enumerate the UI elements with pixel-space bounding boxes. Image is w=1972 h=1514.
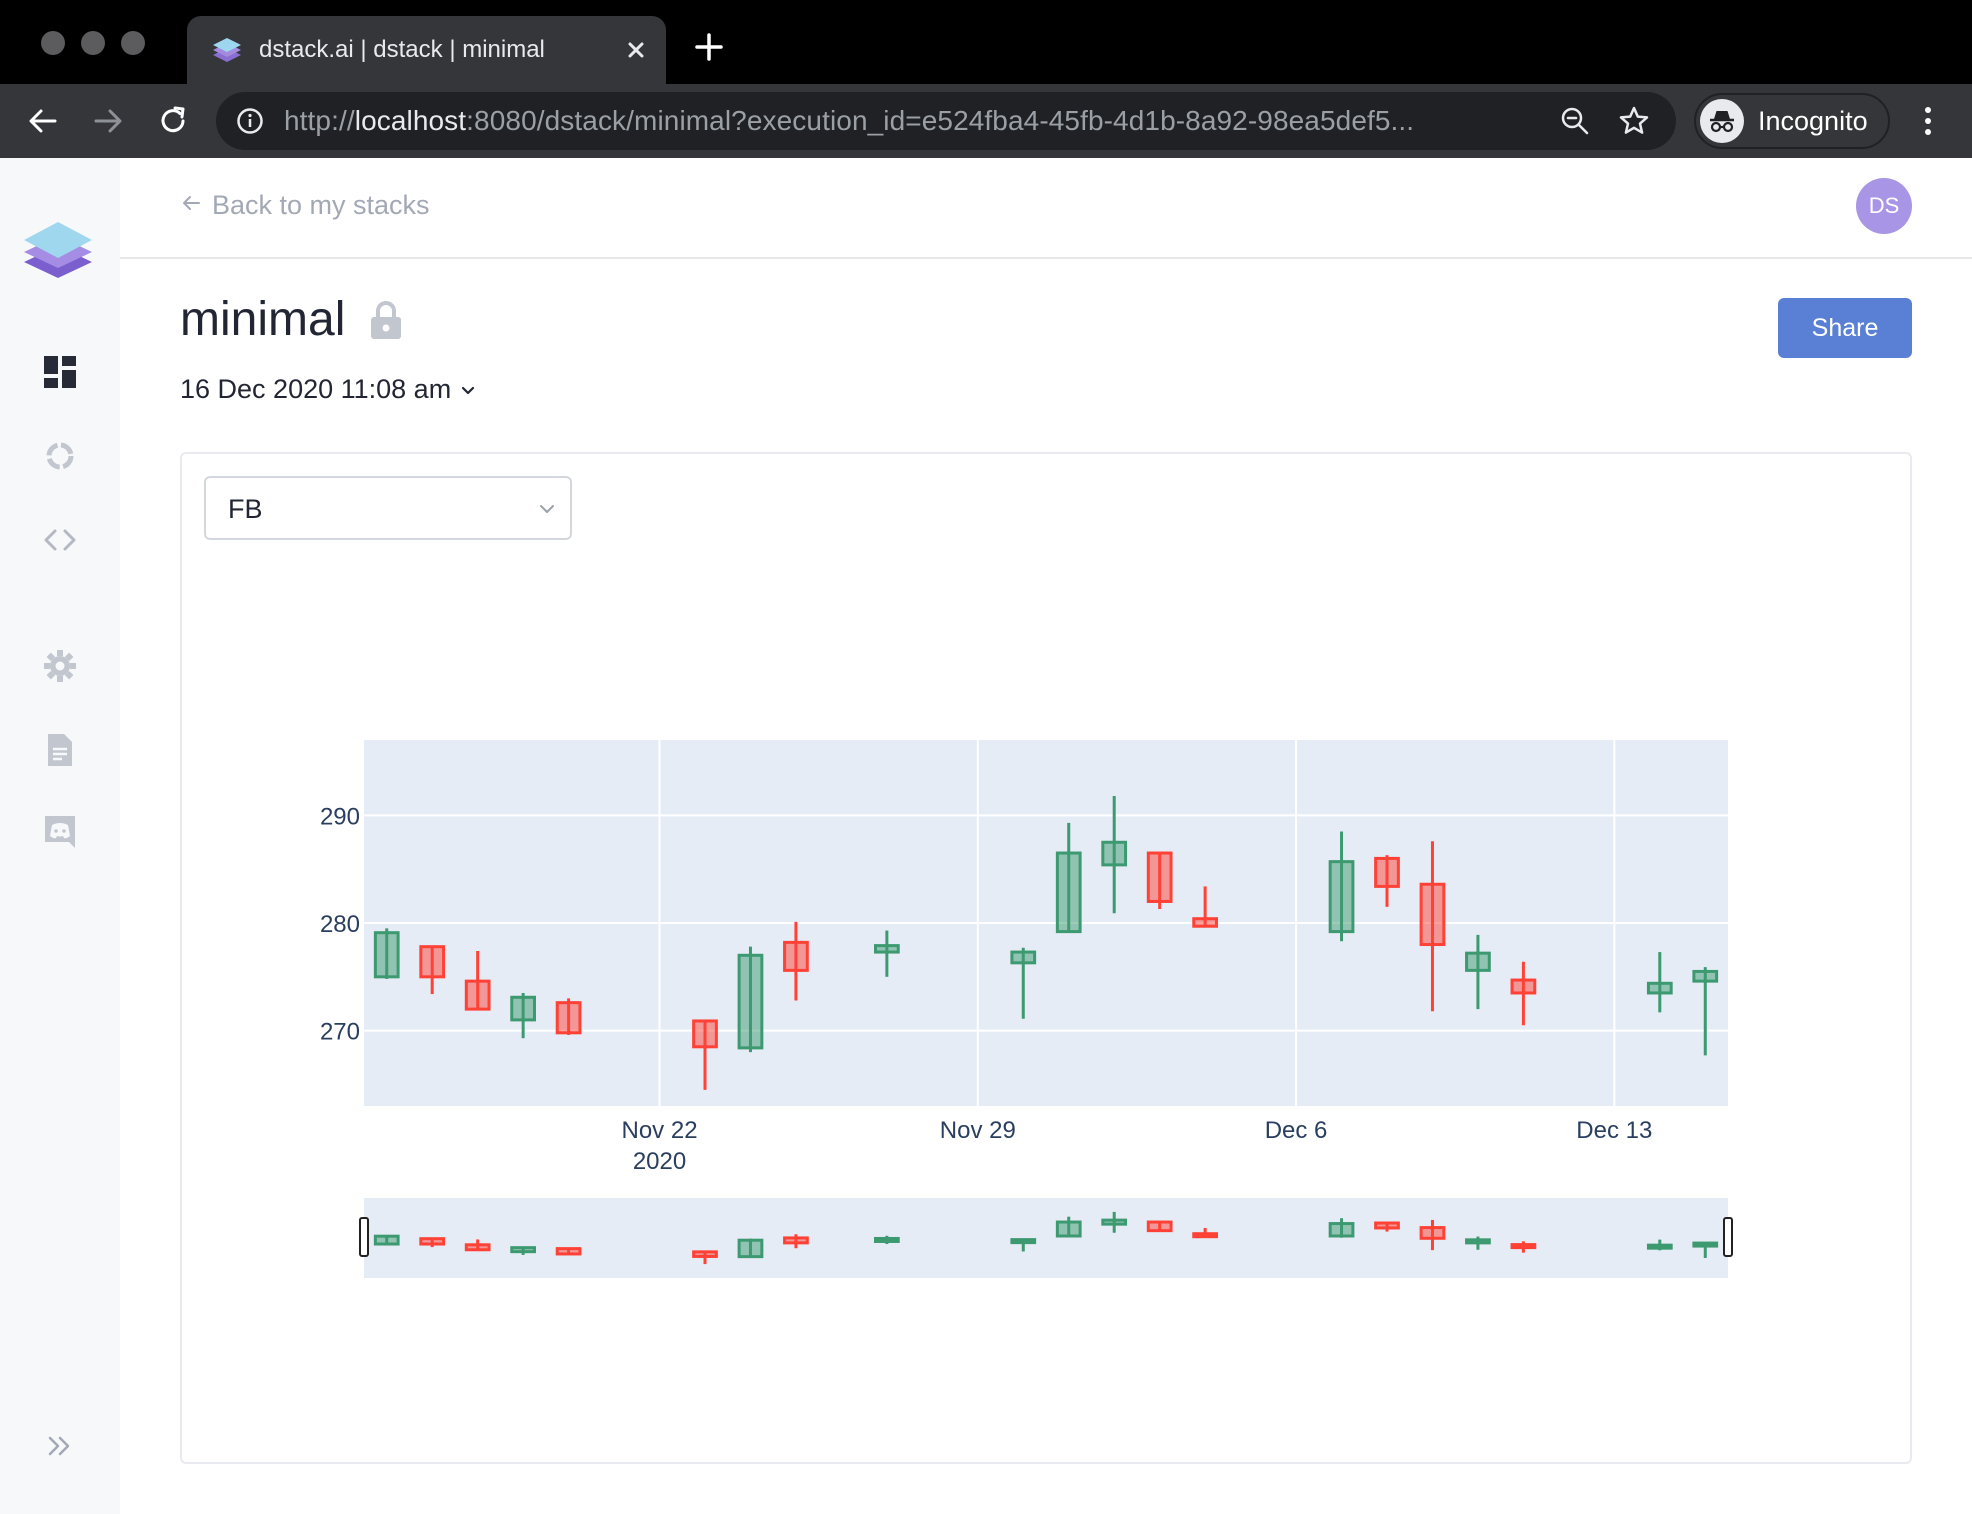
profile-label: Incognito (1758, 106, 1868, 136)
chevron-down-icon (462, 386, 475, 394)
close-window-button[interactable] (41, 31, 65, 55)
code-icon[interactable] (42, 522, 78, 558)
back-to-stacks-link[interactable]: Back to my stacks (180, 190, 430, 221)
jobs-icon[interactable] (42, 438, 78, 474)
browser-toolbar: http://localhost:8080/dstack/minimal?exe… (0, 84, 1972, 158)
incognito-icon (1710, 111, 1734, 133)
lock-icon[interactable] (368, 300, 404, 340)
docs-icon[interactable] (42, 732, 78, 768)
browser-titlebar: dstack.ai | dstack | minimal (0, 0, 1972, 84)
minimize-window-button[interactable] (81, 31, 105, 55)
dstack-favicon-icon (213, 38, 241, 62)
dstack-logo-icon[interactable] (20, 218, 96, 288)
maximize-window-button[interactable] (121, 31, 145, 55)
chevron-down-icon (540, 505, 554, 513)
sidebar (0, 158, 120, 1514)
dashboard-icon[interactable] (42, 354, 78, 390)
close-tab-icon[interactable] (619, 33, 653, 67)
discord-icon[interactable] (42, 814, 78, 850)
back-icon[interactable] (25, 103, 61, 139)
info-icon[interactable] (236, 107, 264, 135)
reload-icon[interactable] (155, 103, 191, 139)
url-text[interactable]: http://localhost:8080/dstack/minimal?exe… (284, 105, 1415, 136)
address-bar[interactable]: http://localhost:8080/dstack/minimal?exe… (216, 92, 1676, 150)
profile-button[interactable]: Incognito (1694, 93, 1890, 149)
execution-date-selector[interactable]: 16 Dec 2020 11:08 am (180, 374, 477, 405)
back-label: Back to my stacks (212, 190, 430, 220)
settings-icon[interactable] (42, 648, 78, 684)
browser-tab[interactable]: dstack.ai | dstack | minimal (187, 16, 666, 84)
new-tab-icon[interactable] (692, 30, 726, 64)
stack-topbar: Back to my stacks DS (120, 158, 1972, 259)
incognito-avatar (1700, 99, 1744, 143)
expand-icon[interactable] (42, 1428, 78, 1464)
menu-icon[interactable] (1918, 103, 1938, 139)
stack-title: minimal (180, 293, 346, 346)
ticker-select[interactable]: FB (204, 476, 572, 540)
stack-card (180, 452, 1912, 1464)
execution-date: 16 Dec 2020 11:08 am (180, 374, 452, 404)
ticker-select-value: FB (228, 494, 263, 524)
tab-title: dstack.ai | dstack | minimal (259, 36, 545, 63)
forward-icon[interactable] (90, 103, 126, 139)
star-icon[interactable] (1618, 105, 1650, 137)
arrow-left-icon (183, 196, 200, 210)
share-button[interactable]: Share (1778, 298, 1912, 358)
zoom-icon[interactable] (1560, 106, 1590, 136)
user-avatar[interactable]: DS (1856, 178, 1912, 234)
